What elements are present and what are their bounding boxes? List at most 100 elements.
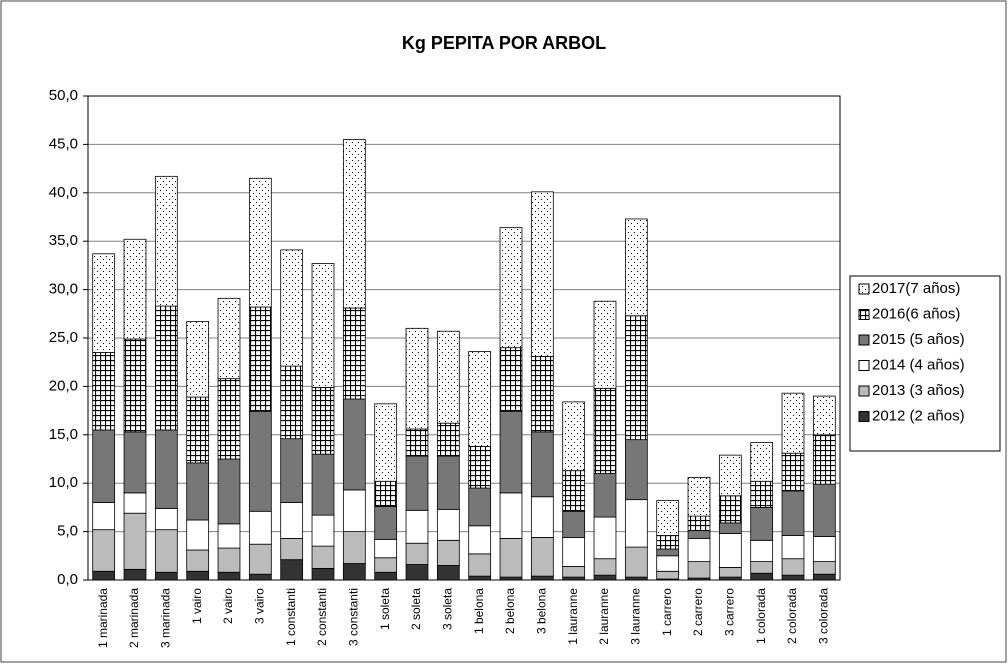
x-tick-label: 1 lauranne xyxy=(566,588,580,645)
x-tick-label: 1 belona xyxy=(472,588,486,634)
x-tick-label: 1 constanti xyxy=(284,588,298,646)
bar-segment xyxy=(217,523,241,549)
bar-segment xyxy=(468,351,492,447)
bar-segment xyxy=(624,499,648,548)
bar-segment xyxy=(374,538,398,559)
bar-segment xyxy=(342,531,366,564)
bar-segment xyxy=(812,561,836,575)
bar-segment xyxy=(92,429,116,503)
y-tick-label: 35,0 xyxy=(49,232,78,249)
bar-segment xyxy=(217,297,241,380)
bar-segment xyxy=(405,564,429,581)
bar-segment xyxy=(781,558,805,576)
bar-segment xyxy=(468,575,492,581)
bar-segment xyxy=(123,568,147,581)
bar-segment xyxy=(405,455,429,511)
legend-swatch xyxy=(858,360,870,371)
bar-segment xyxy=(123,431,147,494)
y-tick-label: 25,0 xyxy=(49,329,78,346)
x-tick-label: 3 vairo xyxy=(253,588,267,624)
x-tick-label: 1 marinada xyxy=(96,588,110,648)
bar-segment xyxy=(499,227,523,349)
bar-segment xyxy=(342,563,366,581)
bar-segment xyxy=(687,537,711,563)
x-tick-label: 2 carrero xyxy=(691,588,705,636)
bar-segment xyxy=(468,553,492,577)
bar-segment xyxy=(593,574,617,581)
bar-segment xyxy=(718,533,742,568)
bar-segment xyxy=(280,438,304,503)
bar-segment xyxy=(593,300,617,389)
legend-label: 2012 (2 años) xyxy=(872,407,965,424)
bar-segment xyxy=(562,470,586,512)
bar-segment xyxy=(530,537,554,577)
bar-segment xyxy=(217,547,241,573)
bar-segment xyxy=(248,306,272,412)
bar-segment xyxy=(468,525,492,555)
bar-segment xyxy=(186,462,210,521)
bar-segment xyxy=(530,355,554,433)
bar-segment xyxy=(342,139,366,309)
chart-title: Kg PEPITA POR ARBOL xyxy=(402,33,606,53)
bar-segment xyxy=(186,321,210,398)
bar-segment xyxy=(812,536,836,563)
bar-segment xyxy=(92,502,116,531)
bar-segment xyxy=(311,453,335,516)
bar-segment xyxy=(781,535,805,560)
bar-segment xyxy=(92,352,116,431)
bar-segment xyxy=(154,571,178,581)
bar-segment xyxy=(781,452,805,492)
bar-segment xyxy=(92,253,116,353)
bar-segment xyxy=(718,567,742,578)
bar-segment xyxy=(812,395,836,436)
y-tick-label: 30,0 xyxy=(49,281,78,298)
bar-segment xyxy=(92,529,116,572)
bar-segment xyxy=(781,574,805,581)
bar-segment xyxy=(718,454,742,497)
bar-segment xyxy=(436,330,460,424)
bar-segment xyxy=(280,365,304,440)
bar-segment xyxy=(562,566,586,578)
bar-segment xyxy=(186,519,210,551)
legend-swatch xyxy=(858,309,870,320)
legend-swatch xyxy=(858,283,870,295)
bar-segment xyxy=(562,401,586,472)
bar-segment xyxy=(656,570,680,580)
bar-segment xyxy=(154,507,178,531)
legend-label: 2017(7 años) xyxy=(872,280,960,297)
y-tick-label: 40,0 xyxy=(49,184,78,201)
bar-segment xyxy=(280,537,304,561)
x-tick-label: 2 lauranne xyxy=(597,588,611,645)
bar-segment xyxy=(812,483,836,537)
bar-segment xyxy=(718,495,742,524)
bar-segment xyxy=(530,575,554,581)
bar-segment xyxy=(405,428,429,457)
bar-segment xyxy=(687,476,711,517)
y-tick-label: 45,0 xyxy=(49,135,78,152)
bar-segment xyxy=(687,530,711,539)
bar-segment xyxy=(123,238,147,340)
bar-segment xyxy=(280,559,304,581)
bar-segment xyxy=(562,537,586,567)
bar-segment xyxy=(248,543,272,575)
x-tick-label: 2 belona xyxy=(503,588,517,634)
y-tick-label: 10,0 xyxy=(49,474,78,491)
bar-segment xyxy=(718,576,742,581)
x-tick-label: 1 vairo xyxy=(190,588,204,624)
bar-segment xyxy=(436,455,460,510)
y-tick-label: 5,0 xyxy=(57,523,78,540)
bar-segment xyxy=(624,546,648,578)
bar-segment xyxy=(593,516,617,560)
bar-segment xyxy=(154,429,178,509)
bar-segment xyxy=(374,480,398,507)
x-tick-label: 3 colorada xyxy=(817,588,831,644)
x-tick-label: 2 marinada xyxy=(127,588,141,648)
x-tick-label: 3 marinada xyxy=(159,588,173,648)
bar-segment xyxy=(154,305,178,431)
legend-swatch xyxy=(858,334,870,346)
x-tick-label: 3 constanti xyxy=(347,588,361,646)
bar-segment xyxy=(687,515,711,532)
bar-segment xyxy=(342,489,366,533)
x-tick-label: 3 soleta xyxy=(441,588,455,630)
